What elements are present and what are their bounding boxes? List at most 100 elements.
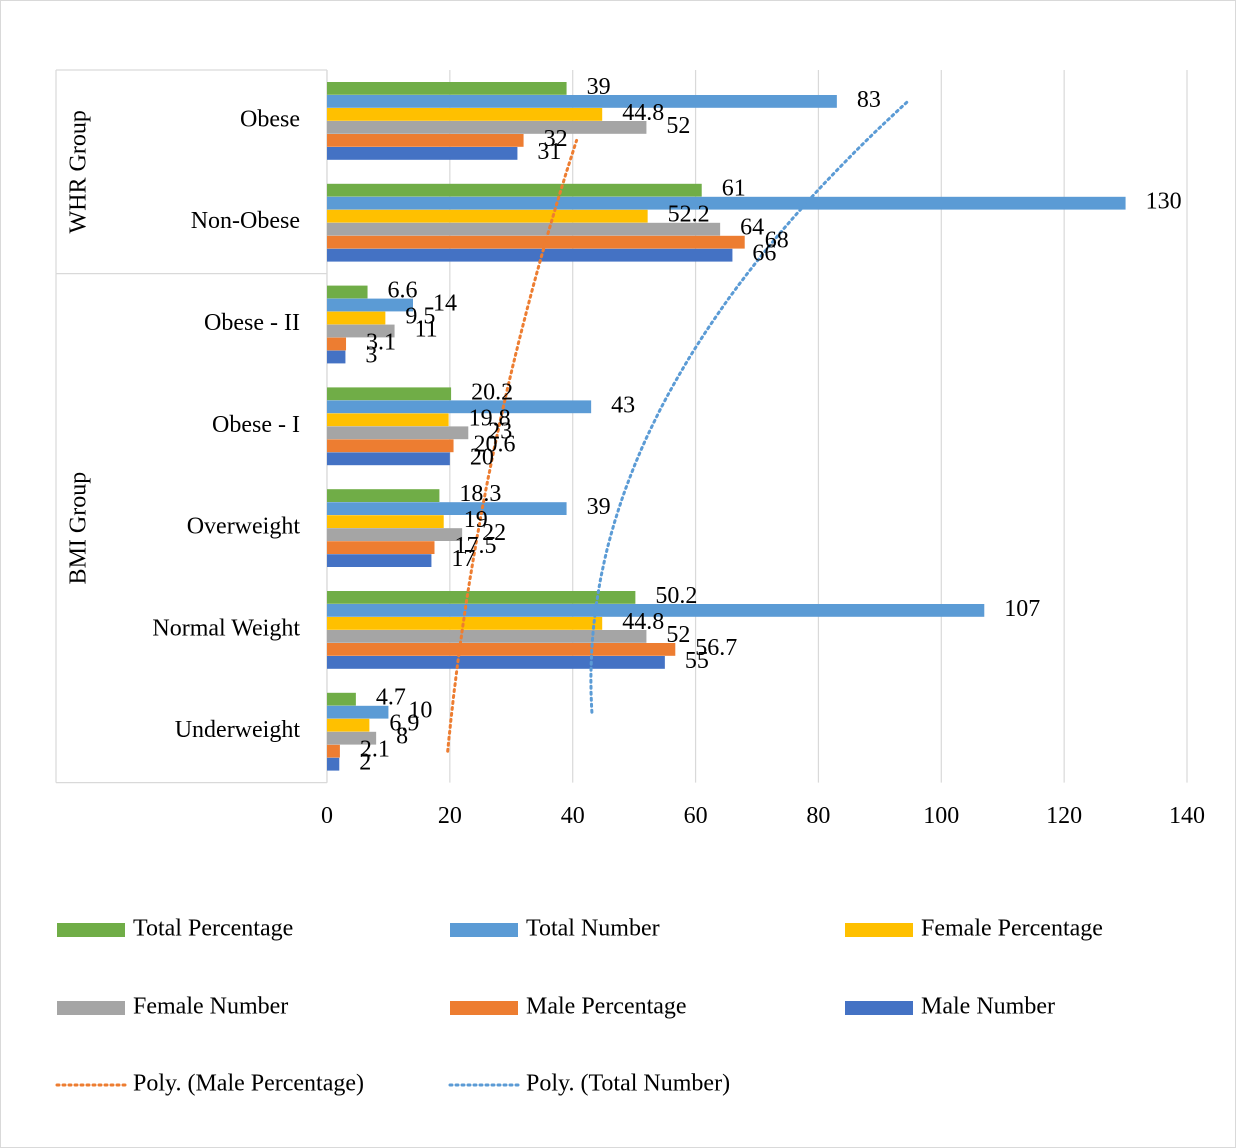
bar-female-number-obese-i [327,426,469,440]
bar-total-percentage-underweight [327,692,356,706]
data-label-male-percentage: 68 [765,228,789,254]
legend-swatch [845,1001,913,1015]
legend-label: Female Number [133,994,288,1020]
bar-female-percentage-underweight [327,718,370,732]
bar-total-number-overweight [327,502,567,515]
legend-item-male-number: Male Number [845,994,1055,1020]
bar-female-percentage-overweight [327,515,444,528]
data-label-male-percentage: 17.5 [455,533,497,559]
x-tick-label: 100 [923,803,959,829]
data-label-female-percentage: 44.8 [622,609,664,635]
bar-male-percentage-normal-weight [327,643,676,656]
x-tick-label: 80 [806,803,830,829]
data-label-total-number: 43 [611,392,635,418]
data-label-total-number: 130 [1146,189,1182,215]
legend-label: Poly. (Total Number) [526,1071,730,1097]
data-label-male-number: 2 [359,750,371,776]
bar-total-percentage-normal-weight [327,591,636,604]
bar-male-number-obese-i [327,452,450,466]
data-label-male-number: 31 [537,139,561,165]
category-label-overweight: Overweight [187,514,301,540]
data-label-female-percentage: 6.9 [389,711,419,737]
bar-female-percentage-obese-ii [327,311,386,325]
bar-male-number-overweight [327,554,432,567]
legend: Total Percentage Total Number Female Perce… [55,916,1103,1097]
legend-item-total-number: Total Number [450,916,660,942]
legend-label: Total Number [526,916,660,942]
bar-female-percentage-obese-i [327,413,449,427]
bar-total-percentage-obese-ii [327,285,368,299]
data-label-female-percentage: 9.5 [405,304,435,330]
legend-item-poly-total-number: Poly. (Total Number) [448,1071,730,1097]
bar-total-number-normal-weight [327,604,985,617]
data-label-male-number: 55 [685,648,709,674]
bar-male-number-obese [327,147,518,160]
bar-male-number-non-obese [327,248,733,262]
legend-item-poly-male-percentage: Poly. (Male Percentage) [55,1071,364,1097]
group-label-bmi-group: BMI Group [66,472,92,585]
data-label-male-number: 20 [470,444,494,470]
category-label-obese: Obese [240,106,300,132]
bar-female-number-normal-weight [327,630,647,643]
category-label-normal-weight: Normal Weight [152,615,300,641]
legend-item-total-percentage: Total Percentage [57,916,293,942]
legend-swatch [57,1001,125,1015]
bar-total-percentage-obese [327,82,567,95]
data-label-total-percentage: 50.2 [655,583,697,609]
category-label-obese-ii: Obese - II [204,310,300,336]
data-label-female-number: 23 [488,418,512,444]
data-label-male-number: 3 [365,343,377,369]
bar-female-percentage-normal-weight [327,617,603,630]
category-labels: Obese Non-Obese Obese - II Obese - I Overwei… [152,106,300,743]
bar-male-percentage-underweight [327,744,340,758]
legend-swatch [450,1001,518,1015]
data-label-male-percentage: 32 [544,126,568,152]
data-label-total-percentage: 20.2 [471,379,513,405]
data-label-male-percentage: 56.7 [695,635,737,661]
bar-total-percentage-overweight [327,489,440,502]
legend-item-female-percentage: Female Percentage [845,916,1103,942]
bar-female-percentage-non-obese [327,209,648,223]
data-label-total-percentage: 39 [587,74,611,100]
bar-male-percentage-overweight [327,541,435,554]
group-labels: WHR Group BMI Group [66,110,92,584]
data-label-female-percentage: 19 [464,507,488,533]
data-label-total-percentage: 4.7 [376,685,406,711]
legend-item-male-percentage: Male Percentage [450,994,687,1020]
bar-total-number-obese-ii [327,298,413,312]
trendline-poly-male-percentage [446,138,579,753]
legend-swatch [845,923,913,937]
x-tick-label: 60 [684,803,708,829]
data-label-female-percentage: 19.8 [469,405,511,431]
bar-total-number-obese-i [327,400,592,414]
data-label-female-number: 22 [482,520,506,546]
bar-total-percentage-non-obese [327,183,702,197]
data-label-male-percentage: 20.6 [474,431,516,457]
x-tick-label: 20 [438,803,462,829]
bar-female-number-overweight [327,528,463,541]
category-label-obese-i: Obese - I [212,412,300,438]
bar-total-percentage-obese-i [327,387,452,401]
data-label-total-number: 39 [587,494,611,520]
bar-total-number-obese [327,95,837,108]
bar-male-percentage-non-obese [327,235,745,249]
gridlines [326,70,1188,783]
legend-label: Total Percentage [133,916,293,942]
bar-male-percentage-obese-ii [327,337,347,351]
data-label-female-number: 52 [666,113,690,139]
data-label-total-percentage: 61 [722,176,746,202]
legend-item-female-number: Female Number [57,994,288,1020]
data-label-total-number: 10 [408,698,432,724]
legend-label: Male Percentage [526,994,687,1020]
category-label-underweight: Underweight [175,717,301,743]
data-label-female-number: 64 [740,215,764,241]
bar-total-number-non-obese [327,196,1126,210]
group-label-whr-group: WHR Group [66,110,92,233]
data-label-total-number: 107 [1004,596,1040,622]
legend-label: Poly. (Male Percentage) [133,1071,364,1097]
bar-female-number-obese-ii [327,324,395,338]
data-label-male-percentage: 2.1 [360,737,390,763]
data-label-female-number: 11 [415,317,438,343]
